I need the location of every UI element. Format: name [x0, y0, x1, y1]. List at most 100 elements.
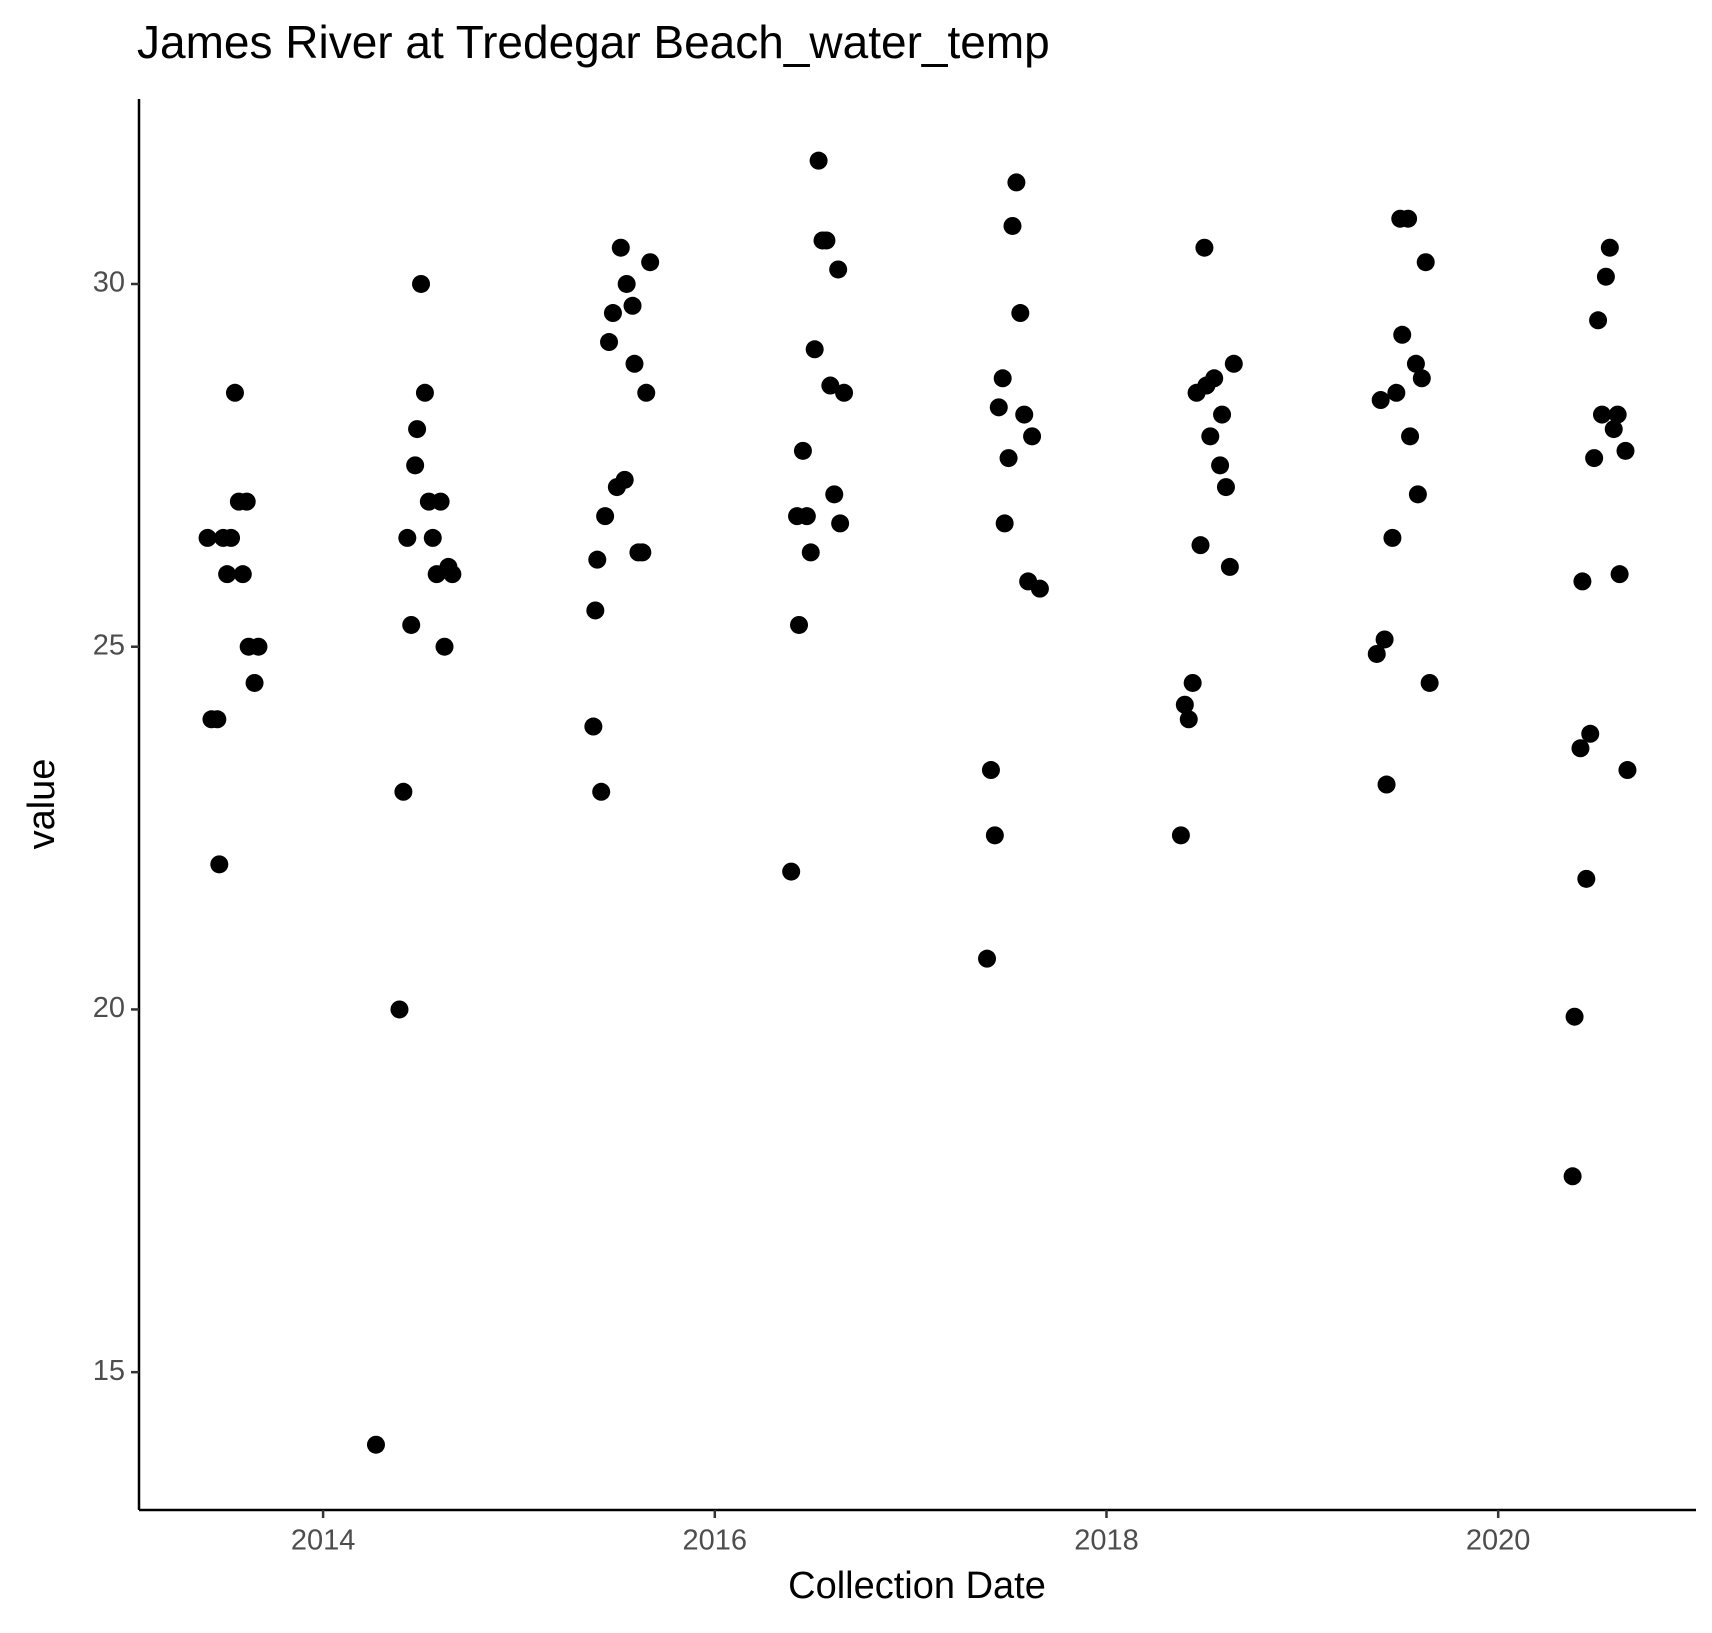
point: [1416, 253, 1435, 272]
point: [615, 470, 634, 489]
point: [208, 710, 227, 729]
point: [1571, 739, 1590, 758]
point: [1367, 644, 1386, 663]
point: [1220, 557, 1239, 576]
point: [406, 456, 425, 475]
x-axis-label: Collection Date: [788, 1565, 1046, 1607]
point: [999, 449, 1018, 468]
point: [210, 855, 229, 874]
point: [981, 761, 1000, 780]
point: [633, 543, 652, 562]
point: [1213, 405, 1232, 424]
point: [586, 601, 605, 620]
point: [1408, 485, 1427, 504]
point: [611, 238, 630, 257]
point: [1387, 383, 1406, 402]
point: [596, 507, 615, 526]
point: [1201, 427, 1220, 446]
point: [443, 565, 462, 584]
point: [1224, 354, 1243, 373]
point: [793, 441, 812, 460]
chart-title: James River at Tredegar Beach_water_temp: [137, 16, 1050, 68]
point: [233, 565, 252, 584]
point: [825, 485, 844, 504]
point: [1608, 405, 1627, 424]
point: [588, 550, 607, 569]
point: [1383, 528, 1402, 547]
point: [435, 637, 454, 656]
point: [831, 514, 850, 533]
point: [600, 333, 619, 352]
point: [366, 1435, 385, 1454]
point: [1175, 695, 1194, 714]
point: [1412, 369, 1431, 388]
point: [1015, 405, 1034, 424]
point: [408, 420, 427, 439]
point: [218, 565, 237, 584]
point: [431, 492, 450, 511]
point: [1211, 456, 1230, 475]
point: [245, 673, 264, 692]
point: [1171, 826, 1190, 845]
point: [1003, 216, 1022, 235]
point: [1616, 441, 1635, 460]
point: [1399, 209, 1418, 228]
point: [1401, 427, 1420, 446]
point: [1589, 311, 1608, 330]
point: [623, 296, 642, 315]
point: [394, 782, 413, 801]
y-tick-label: 30: [93, 267, 125, 299]
point: [412, 274, 431, 293]
x-tick-label: 2018: [1074, 1525, 1139, 1557]
point: [225, 383, 244, 402]
point: [1596, 267, 1615, 286]
point: [592, 782, 611, 801]
point: [1573, 572, 1592, 591]
y-tick-label: 15: [93, 1355, 125, 1387]
point: [423, 528, 442, 547]
point: [1563, 1167, 1582, 1186]
point: [237, 492, 256, 511]
point: [782, 862, 801, 881]
point: [1577, 869, 1596, 888]
point: [993, 369, 1012, 388]
point: [1179, 710, 1198, 729]
point: [835, 383, 854, 402]
x-tick-label: 2014: [291, 1525, 356, 1557]
x-tick-label: 2016: [683, 1525, 748, 1557]
point: [1600, 238, 1619, 257]
point: [222, 528, 241, 547]
point: [637, 383, 656, 402]
point: [1191, 536, 1210, 555]
point: [1406, 354, 1425, 373]
point: [1565, 1007, 1584, 1026]
point: [985, 826, 1004, 845]
point: [1216, 478, 1235, 497]
point: [797, 507, 816, 526]
point: [1030, 579, 1049, 598]
point: [801, 543, 820, 562]
point: [989, 398, 1008, 417]
point: [1375, 630, 1394, 649]
point: [1371, 391, 1390, 410]
point: [1377, 775, 1396, 794]
y-tick-label: 20: [93, 992, 125, 1024]
point: [617, 274, 636, 293]
point: [1023, 427, 1042, 446]
point: [817, 231, 836, 250]
point: [398, 528, 417, 547]
point: [1420, 673, 1439, 692]
point: [1604, 420, 1623, 439]
y-tick-label: 25: [93, 629, 125, 661]
y-axis-label: value: [21, 759, 63, 850]
point: [1393, 325, 1412, 344]
point: [1011, 304, 1030, 323]
point: [584, 717, 603, 736]
point: [390, 1000, 409, 1019]
point: [603, 304, 622, 323]
point: [829, 260, 848, 279]
point: [1585, 449, 1604, 468]
point: [415, 383, 434, 402]
point: [1007, 173, 1026, 192]
point: [641, 253, 660, 272]
